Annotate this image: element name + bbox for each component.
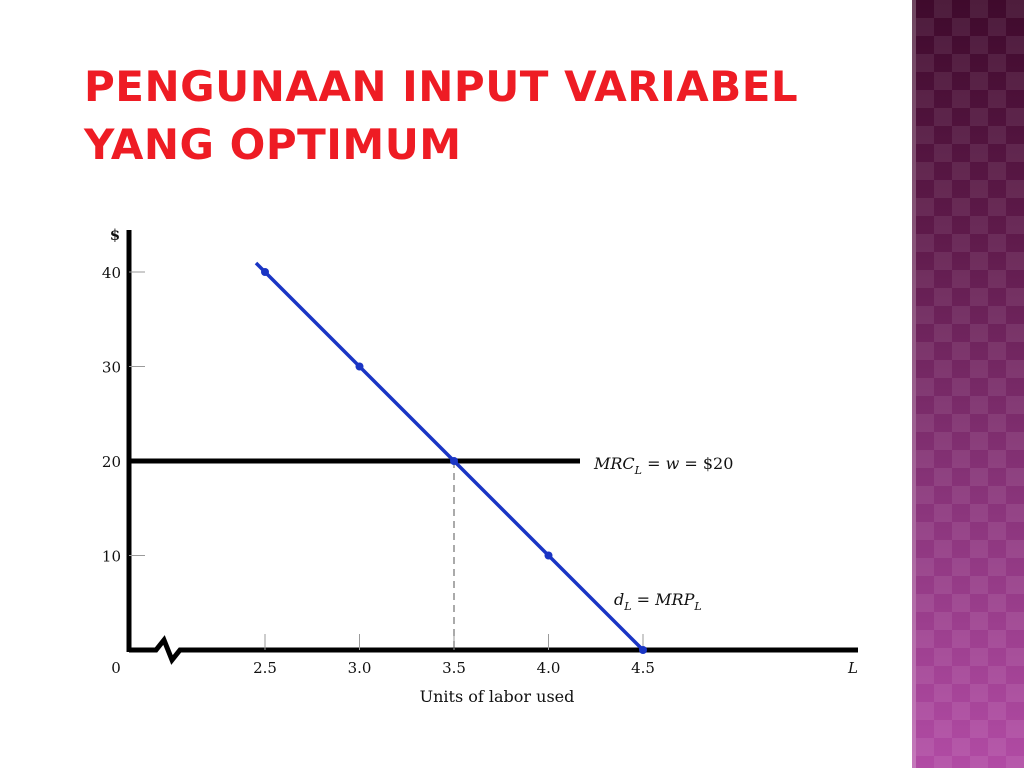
mrc-label-rest: = w = $20 [642,454,733,473]
demand-point-3.5 [450,457,458,465]
x-tick-label-3.0: 3.0 [348,659,372,677]
mrc-label-main: MRC [593,454,635,473]
labor-demand-chart: 10 20 30 40 2.5 3.0 3.5 4.0 4.5 0 $ L Units of labo… [102,226,858,706]
x-axis-line [129,635,858,665]
y-tick-label-10: 10 [102,548,121,566]
demand-mrp-line [254,261,645,652]
origin-label: 0 [111,659,121,677]
chart-axes [126,230,858,665]
demand-point-4 [544,551,553,560]
demand-point-4.5 [639,646,647,654]
sidebar-pattern [916,0,1024,768]
y-axis-label: $ [110,226,120,244]
mrc-label-subscript: L [634,464,642,477]
demand-point-3 [355,362,364,371]
mrc-series-label: MRCL = w = $20 [593,454,733,477]
y-tick-label-20: 20 [102,453,121,471]
x-tick-label-2.5: 2.5 [253,659,277,677]
sidebar-edge [912,0,916,768]
x-tick-label-3.5: 3.5 [442,659,466,677]
chart-ticks: 10 20 30 40 2.5 3.0 3.5 4.0 4.5 [102,264,655,677]
mrc-label-w: w [666,454,680,473]
y-tick-label-40: 40 [102,264,121,282]
x-tick-label-4.0: 4.0 [537,659,561,677]
y-tick-label-30: 30 [102,359,121,377]
slide-title-line-1: PENGUNAAN INPUT VARIABEL [84,62,799,111]
d-label-subscript: L [623,600,631,613]
d-label-eq: = [632,590,656,609]
mrc-label-eq2: = $20 [679,454,733,473]
d-label-main: d [614,590,624,609]
decorative-sidebar [912,0,1024,768]
mrc-label-eq1: = [642,454,666,473]
slide-title: PENGUNAAN INPUT VARIABEL YANG OPTIMUM [84,58,874,174]
x-axis-symbol: L [847,659,858,677]
slide-title-line-2: YANG OPTIMUM [84,120,462,169]
demand-series-label: dL = MRPL [614,590,702,613]
d-label-subscript-2: L [693,600,701,613]
x-axis-label: Units of labor used [420,687,575,706]
chart-series [129,261,647,654]
x-tick-label-4.5: 4.5 [631,659,655,677]
demand-point-2.5 [261,268,269,276]
d-label-mrp: MRP [654,590,694,609]
